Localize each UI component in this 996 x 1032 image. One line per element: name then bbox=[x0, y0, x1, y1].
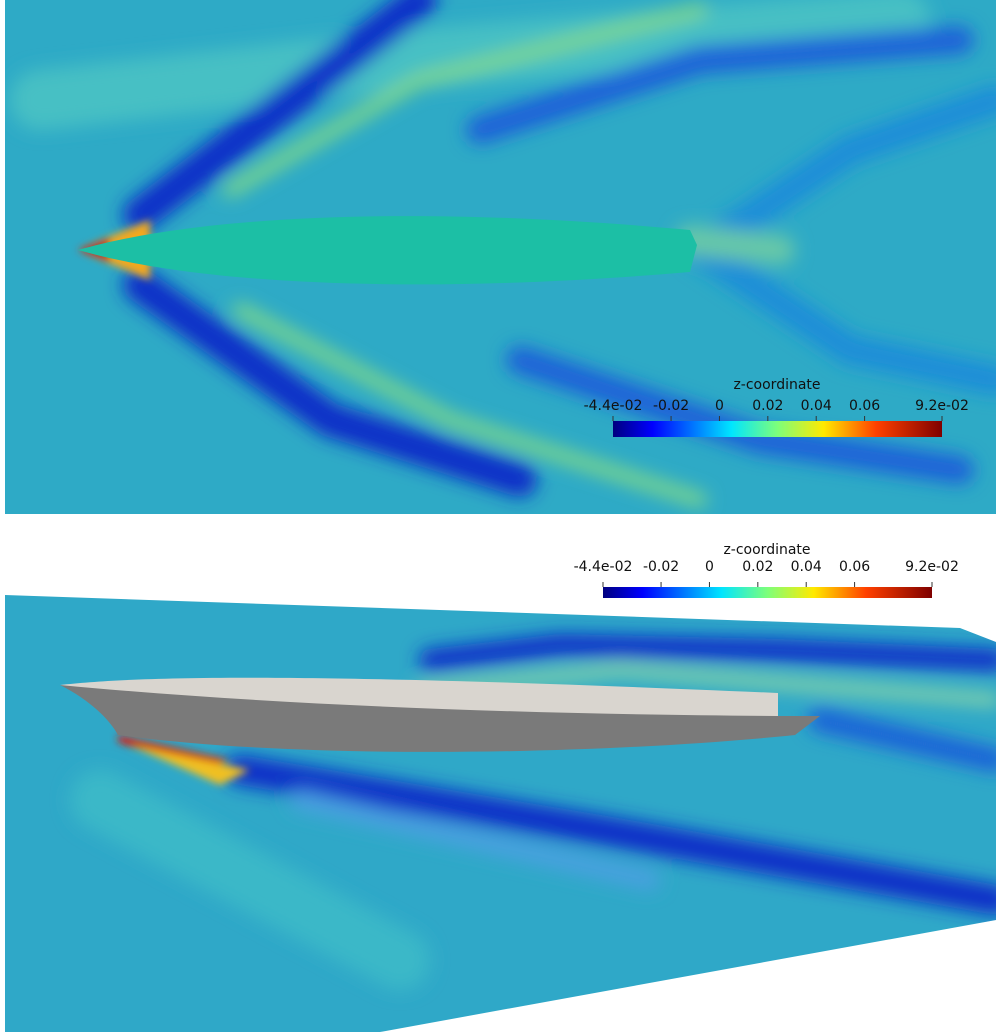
colorbar-tick-label: 9.2e-02 bbox=[915, 398, 969, 414]
colorbar-tick-label: -4.4e-02 bbox=[574, 559, 633, 575]
perspective-view bbox=[0, 590, 996, 1032]
colorbar-tick-label: -0.02 bbox=[643, 559, 679, 575]
colorbar-tick-label: 0 bbox=[705, 559, 714, 575]
colorbar-tick-label: 0.02 bbox=[752, 398, 783, 414]
colorbar-tick-label: 0.06 bbox=[839, 559, 870, 575]
colorbar-tick-label: 0 bbox=[715, 398, 724, 414]
colorbar-gradient bbox=[603, 587, 932, 598]
colorbar-tick-label: -0.02 bbox=[653, 398, 689, 414]
colorbar-tick-label: -4.4e-02 bbox=[584, 398, 643, 414]
colorbar-tick-label: 0.06 bbox=[849, 398, 880, 414]
colorbar-tick-label: 0.04 bbox=[801, 398, 832, 414]
colorbar-tick-label: 0.02 bbox=[742, 559, 773, 575]
colorbar-title: z-coordinate bbox=[723, 542, 810, 558]
colorbar: z-coordinate -4.4e-02 -0.02 0 0.02 0.04 0.06 9… bbox=[574, 542, 959, 598]
screenshot: z-coordinate -4.4e-02 -0.02 0 0.02 0.04 0.06 9… bbox=[0, 0, 996, 1032]
colorbar-title: z-coordinate bbox=[733, 377, 820, 393]
colorbar-tick-label: 0.04 bbox=[791, 559, 822, 575]
colorbar-gradient bbox=[613, 421, 942, 437]
colorbar-tick-label: 9.2e-02 bbox=[905, 559, 959, 575]
